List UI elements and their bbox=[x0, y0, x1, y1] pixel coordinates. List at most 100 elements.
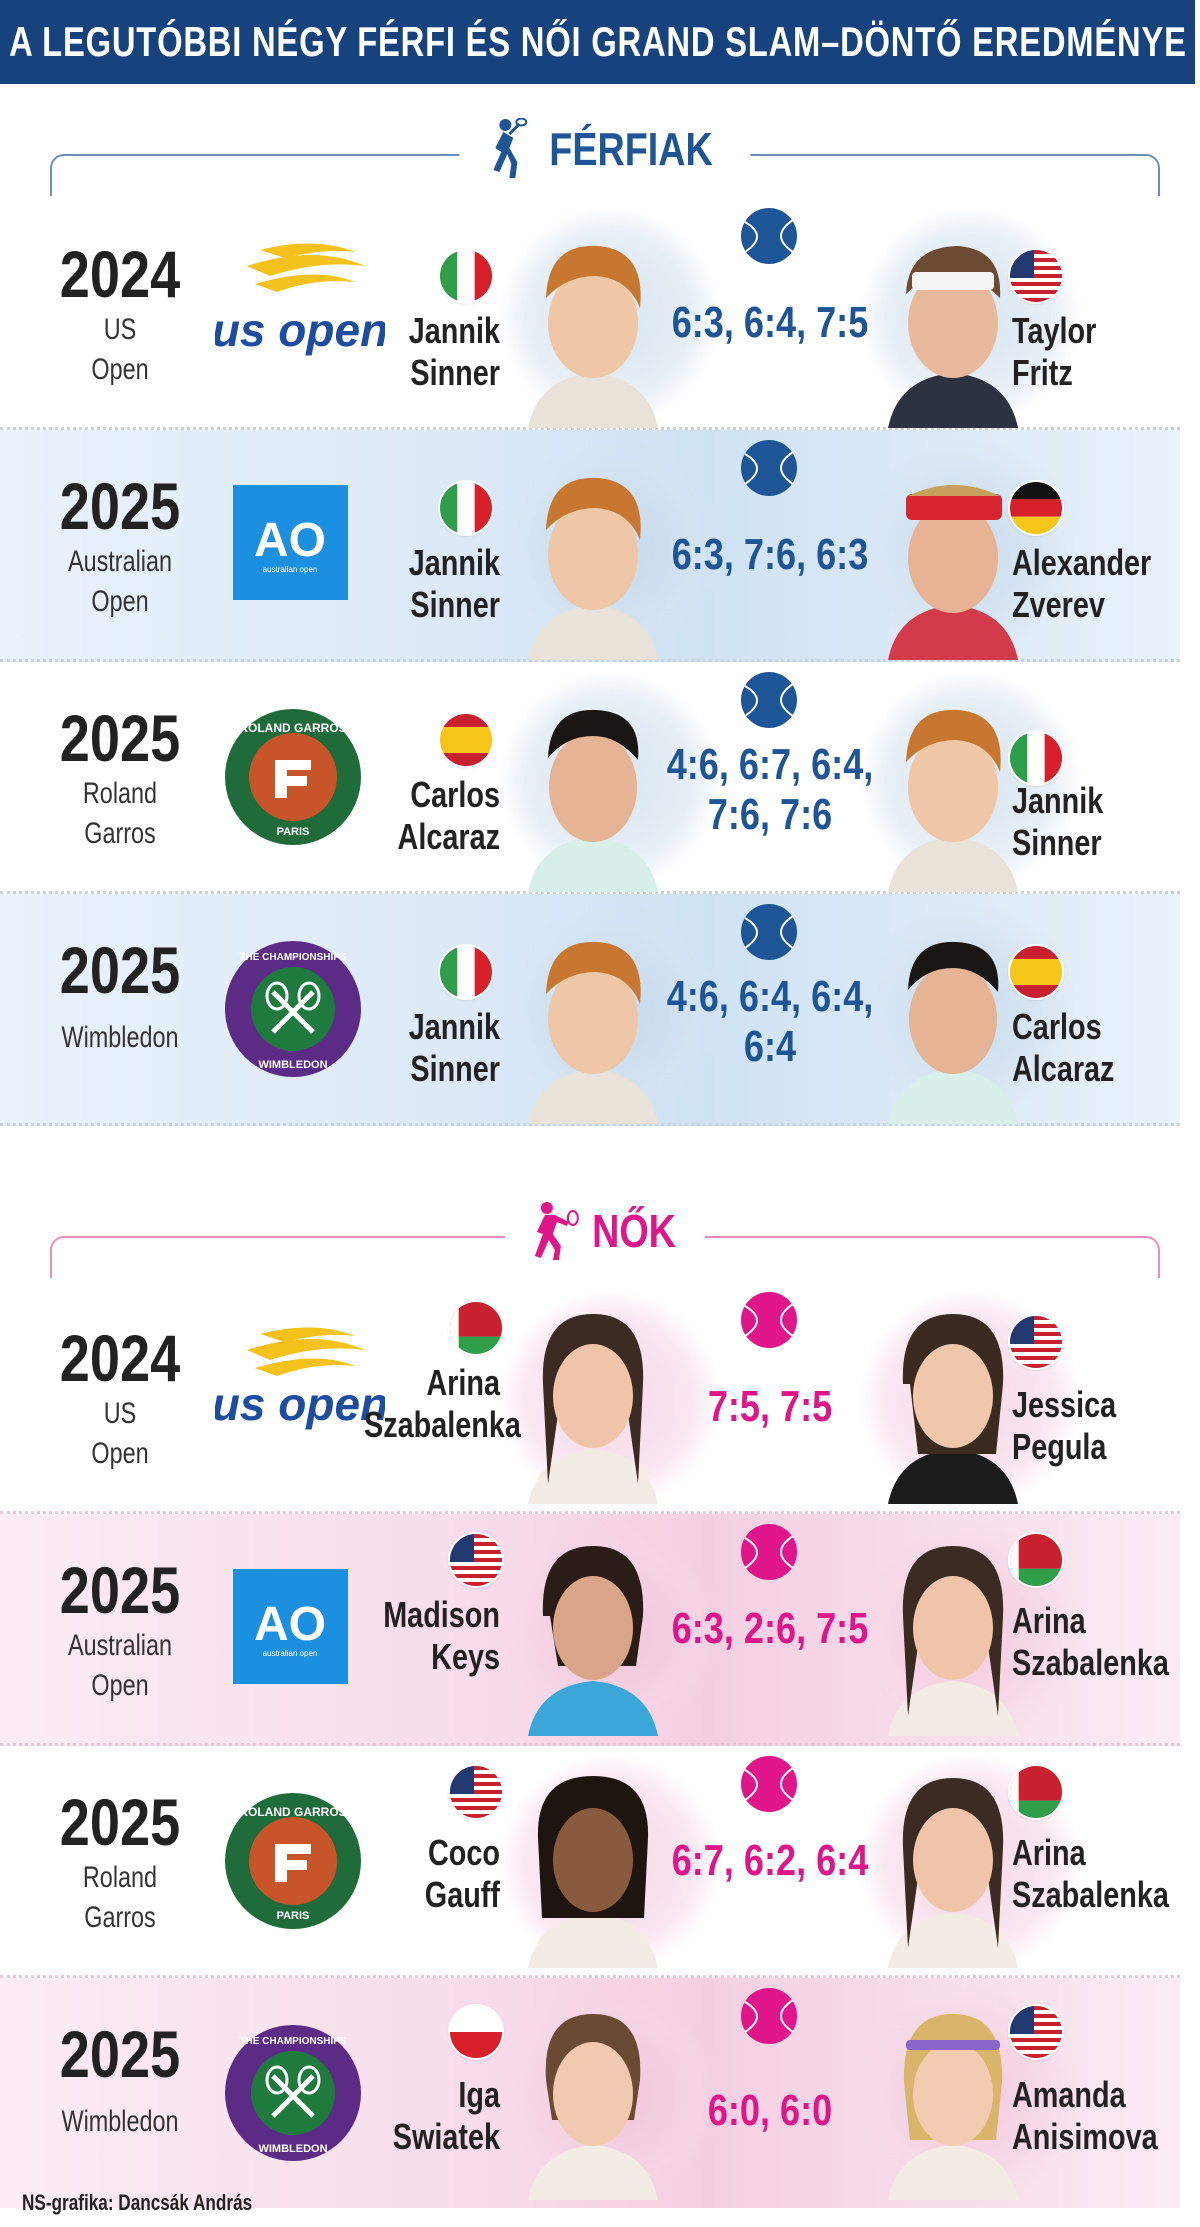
svg-text:AO: AO bbox=[254, 1598, 326, 1651]
player-name-right: Taylor Fritz bbox=[1012, 310, 1097, 393]
player-portrait-left bbox=[528, 477, 658, 660]
tennis-ball-icon bbox=[741, 1988, 797, 2044]
tennis-ball-icon bbox=[741, 208, 797, 264]
tennis-ball-icon bbox=[741, 904, 797, 960]
tournament-name: Wimbledon bbox=[61, 1021, 179, 1054]
player-portrait-left bbox=[528, 709, 658, 892]
svg-text:PARIS: PARIS bbox=[277, 826, 310, 838]
belarus-flag-icon bbox=[450, 1302, 502, 1354]
female-tennis-player-icon bbox=[534, 1202, 579, 1260]
player-name-left: Jannik Sinner bbox=[408, 310, 500, 393]
women-match-row: 2025 Australian Open AO australian open M… bbox=[0, 1514, 1180, 1746]
player-name-left: Coco Gauff bbox=[424, 1832, 500, 1915]
italy-flag-icon bbox=[440, 482, 492, 534]
tournament-name: US Open bbox=[91, 313, 149, 386]
match-score: 4:6, 6:7, 6:4, 7:6, 7:6 bbox=[666, 740, 874, 839]
match-year: 2025 bbox=[59, 933, 181, 1007]
australian-open-logo: AO australian open bbox=[233, 1569, 348, 1684]
svg-text:ROLAND GARROS: ROLAND GARROS bbox=[239, 1805, 346, 1819]
men-heading: FÉRFIAK bbox=[549, 123, 713, 175]
italy-flag-icon bbox=[1010, 732, 1062, 784]
player-name-right: Carlos Alcaraz bbox=[1012, 1006, 1115, 1089]
player-name-right: Jessica Pegula bbox=[1012, 1384, 1117, 1467]
usa-flag-icon bbox=[1010, 1316, 1062, 1368]
tournament-name: Australian Open bbox=[67, 545, 173, 618]
spain-flag-icon bbox=[440, 714, 492, 766]
player-portrait-right bbox=[888, 1546, 1018, 1736]
poland-flag-icon bbox=[450, 2006, 502, 2058]
usa-flag-icon bbox=[450, 1766, 502, 1818]
player-portrait-right bbox=[888, 246, 1018, 428]
women-section-header: NŐK bbox=[50, 1186, 1160, 1278]
player-name-right: Jannik Sinner bbox=[1012, 780, 1104, 863]
match-year: 2024 bbox=[59, 237, 181, 311]
spain-flag-icon bbox=[1010, 946, 1062, 998]
player-portrait-left bbox=[528, 245, 658, 428]
svg-text:australian open: australian open bbox=[263, 1649, 318, 1658]
wimbledon-logo: THE CHAMPIONSHIPS WIMBLEDON bbox=[225, 2025, 361, 2161]
svg-text:PARIS: PARIS bbox=[277, 1910, 310, 1922]
australian-open-logo: AO australian open bbox=[233, 485, 348, 600]
match-year: 2025 bbox=[59, 1785, 181, 1859]
match-score: 6:3, 2:6, 7:5 bbox=[671, 1604, 869, 1653]
usa-flag-icon bbox=[1010, 2006, 1062, 2058]
player-portrait-right bbox=[888, 485, 1018, 660]
svg-text:AO: AO bbox=[254, 514, 326, 567]
match-year: 2025 bbox=[59, 1553, 181, 1627]
tennis-ball-icon bbox=[741, 1292, 797, 1348]
belarus-flag-icon bbox=[1010, 1766, 1062, 1818]
svg-text:australian open: australian open bbox=[263, 565, 318, 574]
player-portrait-left bbox=[528, 1314, 658, 1504]
italy-flag-icon bbox=[440, 250, 492, 302]
men-section-header: FÉRFIAK bbox=[50, 104, 1160, 196]
usa-flag-icon bbox=[1010, 250, 1062, 302]
player-portrait-left bbox=[528, 1776, 658, 1968]
men-match-row: 2025 Wimbledon THE CHAMPIONSHIPS WIMBLED… bbox=[0, 894, 1180, 1126]
tennis-ball-icon bbox=[741, 1756, 797, 1812]
player-portrait-right bbox=[888, 2014, 1018, 2200]
player-name-left: Iga Swiatek bbox=[392, 2074, 500, 2157]
match-score: 6:3, 7:6, 6:3 bbox=[671, 530, 869, 579]
player-portrait-right bbox=[888, 941, 1018, 1124]
women-match-row: 2025 Wimbledon THE CHAMPIONSHIPS WIMBLED… bbox=[0, 1978, 1180, 2208]
player-portrait-right bbox=[888, 1778, 1018, 1968]
player-portrait-right bbox=[888, 1314, 1018, 1504]
tournament-name: Australian Open bbox=[67, 1629, 173, 1702]
women-match-row: 2024 US Open us open Arina Szabalenka 7:5,… bbox=[0, 1282, 1180, 1514]
graphic-credit: NS-grafika: Dancsák András bbox=[22, 2190, 253, 2215]
player-name-right: Alexander Zverev bbox=[1012, 542, 1152, 625]
italy-flag-icon bbox=[440, 946, 492, 998]
match-score: 6:3, 6:4, 7:5 bbox=[671, 298, 869, 347]
svg-text:us open: us open bbox=[215, 304, 385, 356]
match-score: 6:0, 6:0 bbox=[707, 2086, 833, 2135]
player-name-left: Madison Keys bbox=[383, 1594, 500, 1677]
tournament-name: Roland Garros bbox=[82, 1861, 158, 1934]
usa-flag-icon bbox=[450, 1534, 502, 1586]
svg-text:us open: us open bbox=[215, 1378, 385, 1430]
player-name-left: Jannik Sinner bbox=[408, 1006, 500, 1089]
germany-flag-icon bbox=[1010, 482, 1062, 534]
player-name-right: Amanda Anisimova bbox=[1012, 2074, 1158, 2157]
women-heading: NŐK bbox=[592, 1205, 676, 1257]
player-name-left: Carlos Alcaraz bbox=[397, 774, 500, 857]
player-name-left: Jannik Sinner bbox=[408, 542, 500, 625]
player-name-left: Arina Szabalenka bbox=[364, 1362, 521, 1445]
match-year: 2025 bbox=[59, 2017, 181, 2091]
player-portrait-left bbox=[528, 1546, 658, 1736]
roland-garros-logo: ROLAND GARROS PARIS bbox=[225, 1793, 361, 1929]
match-score: 4:6, 6:4, 6:4, 6:4 bbox=[666, 972, 874, 1071]
page-title: A LEGUTÓBBI NÉGY FÉRFI ÉS NŐI GRAND SLAM… bbox=[8, 18, 1187, 65]
tennis-ball-icon bbox=[741, 1524, 797, 1580]
men-match-row: 2025 Roland Garros ROLAND GARROS PARIS Ca… bbox=[0, 662, 1180, 894]
svg-text:WIMBLEDON: WIMBLEDON bbox=[258, 1059, 327, 1071]
player-portrait-right bbox=[888, 709, 1018, 892]
title-bar: A LEGUTÓBBI NÉGY FÉRFI ÉS NŐI GRAND SLAM… bbox=[0, 0, 1195, 84]
svg-text:ROLAND GARROS: ROLAND GARROS bbox=[239, 721, 346, 735]
player-portrait-left bbox=[528, 941, 658, 1124]
women-match-row: 2025 Roland Garros ROLAND GARROS PARIS Co… bbox=[0, 1746, 1180, 1978]
player-portrait-left bbox=[528, 2014, 658, 2200]
us-open-logo: us open bbox=[215, 1327, 385, 1430]
svg-text:THE CHAMPIONSHIPS: THE CHAMPIONSHIPS bbox=[239, 2036, 347, 2047]
match-year: 2025 bbox=[59, 701, 181, 775]
player-name-right: Arina Szabalenka bbox=[1012, 1832, 1169, 1915]
